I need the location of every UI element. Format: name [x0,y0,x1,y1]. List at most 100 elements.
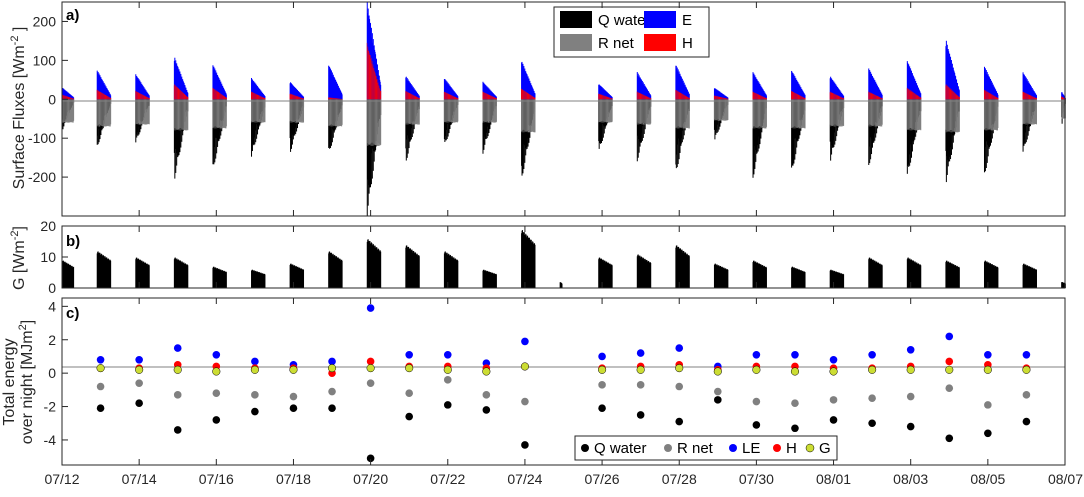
point-le [1023,351,1031,359]
point-g [753,366,761,374]
r-net-bar [727,99,728,120]
flux-night-18 [791,71,805,168]
legend-marker-g [806,444,814,452]
flux-night-22 [945,41,959,182]
g-night-14 [598,258,612,288]
flux-night-6 [290,82,304,152]
r-net-bar [805,99,806,128]
r-net-bar [149,99,150,124]
point-le [945,333,953,341]
flux-night-13 [598,84,612,148]
panel-c-ytick-label: 2 [48,332,56,348]
panel-c-yticks: 420-2-4 [44,298,68,448]
g-night-16 [675,245,689,288]
flux-night-4 [212,65,226,164]
panel-b-label: b) [66,233,80,250]
h-bar [457,98,458,99]
h-bar [149,98,150,99]
h-bar [226,98,227,100]
g-bar [342,261,343,288]
x-tick-label: 08/07 [1048,471,1083,487]
point-g [521,363,529,371]
h-bar [766,98,767,99]
point-r-net [251,391,259,399]
h-bar [612,98,613,99]
g-night-0 [62,261,74,288]
point-r-net [405,389,413,397]
g-bar [110,261,111,288]
g-bar [1036,270,1037,288]
flux-night-16 [714,88,728,139]
x-tick-label: 07/12 [44,471,79,487]
r-net-bar [303,99,304,122]
point-r-net [483,391,491,399]
h-bar [1036,98,1037,99]
point-le [984,351,992,359]
panel-c-ylabel-line2: over night [MJm2] [17,320,36,444]
point-q-water [637,411,645,419]
point-g [791,368,799,376]
r-net-bar [766,99,767,127]
point-r-net [945,384,953,392]
point-r-net [637,381,645,389]
panel-c-frame [62,298,1065,465]
flux-night-2 [135,74,149,142]
flux-night-3 [174,58,188,179]
r-net-bar [73,99,74,121]
x-tick-label: 07/28 [662,471,697,487]
g-night-10 [444,251,458,288]
e-bar [342,94,343,99]
g-bar [264,274,265,288]
legend-label-r-net: R net [598,35,635,52]
point-q-water [135,399,143,407]
point-g [984,366,992,374]
g-bar [650,263,651,288]
panel-b-ytick-label: 10 [40,249,56,265]
panel-c-points [97,304,1030,462]
point-g [830,368,838,376]
g-bar [149,265,150,288]
h-bar [419,98,420,99]
g-night-7 [328,251,342,288]
x-tick-label: 08/01 [816,471,851,487]
h-bar [380,91,381,99]
point-r-net [984,401,992,409]
point-r-net [830,396,838,404]
legend-text-g: G [819,440,831,457]
g-bar [612,265,613,288]
point-g [714,368,722,376]
point-r-net [791,399,799,407]
point-g [290,366,298,374]
point-g [598,366,606,374]
r-net-bar [959,99,960,132]
g-night-13 [560,282,563,288]
h-bar [689,98,690,100]
point-q-water [753,421,761,429]
r-net-bar [187,99,188,130]
point-g [907,366,915,374]
flux-night-11 [482,82,496,154]
point-r-net [598,381,606,389]
point-q-water [174,426,182,434]
r-net-bar [226,99,227,126]
legend-marker-q-water [581,444,589,452]
r-net-bar [650,99,651,123]
flux-night-23 [984,67,998,172]
flux-night-7 [328,66,342,149]
h-bar [110,98,111,99]
point-le [791,351,799,359]
h-bar [73,99,74,100]
g-bar [843,274,844,288]
point-q-water [1023,418,1031,426]
panel-c-legend: Q water R net LE H G [575,436,837,460]
point-le [251,358,259,366]
point-g [444,366,452,374]
point-r-net [714,388,722,396]
panel-a-legend: Q water R net E H [554,7,709,57]
x-tick-label: 07/14 [122,471,157,487]
h-bar [534,98,535,100]
point-g [367,364,375,372]
point-g [135,366,143,374]
g-bar [882,265,883,288]
